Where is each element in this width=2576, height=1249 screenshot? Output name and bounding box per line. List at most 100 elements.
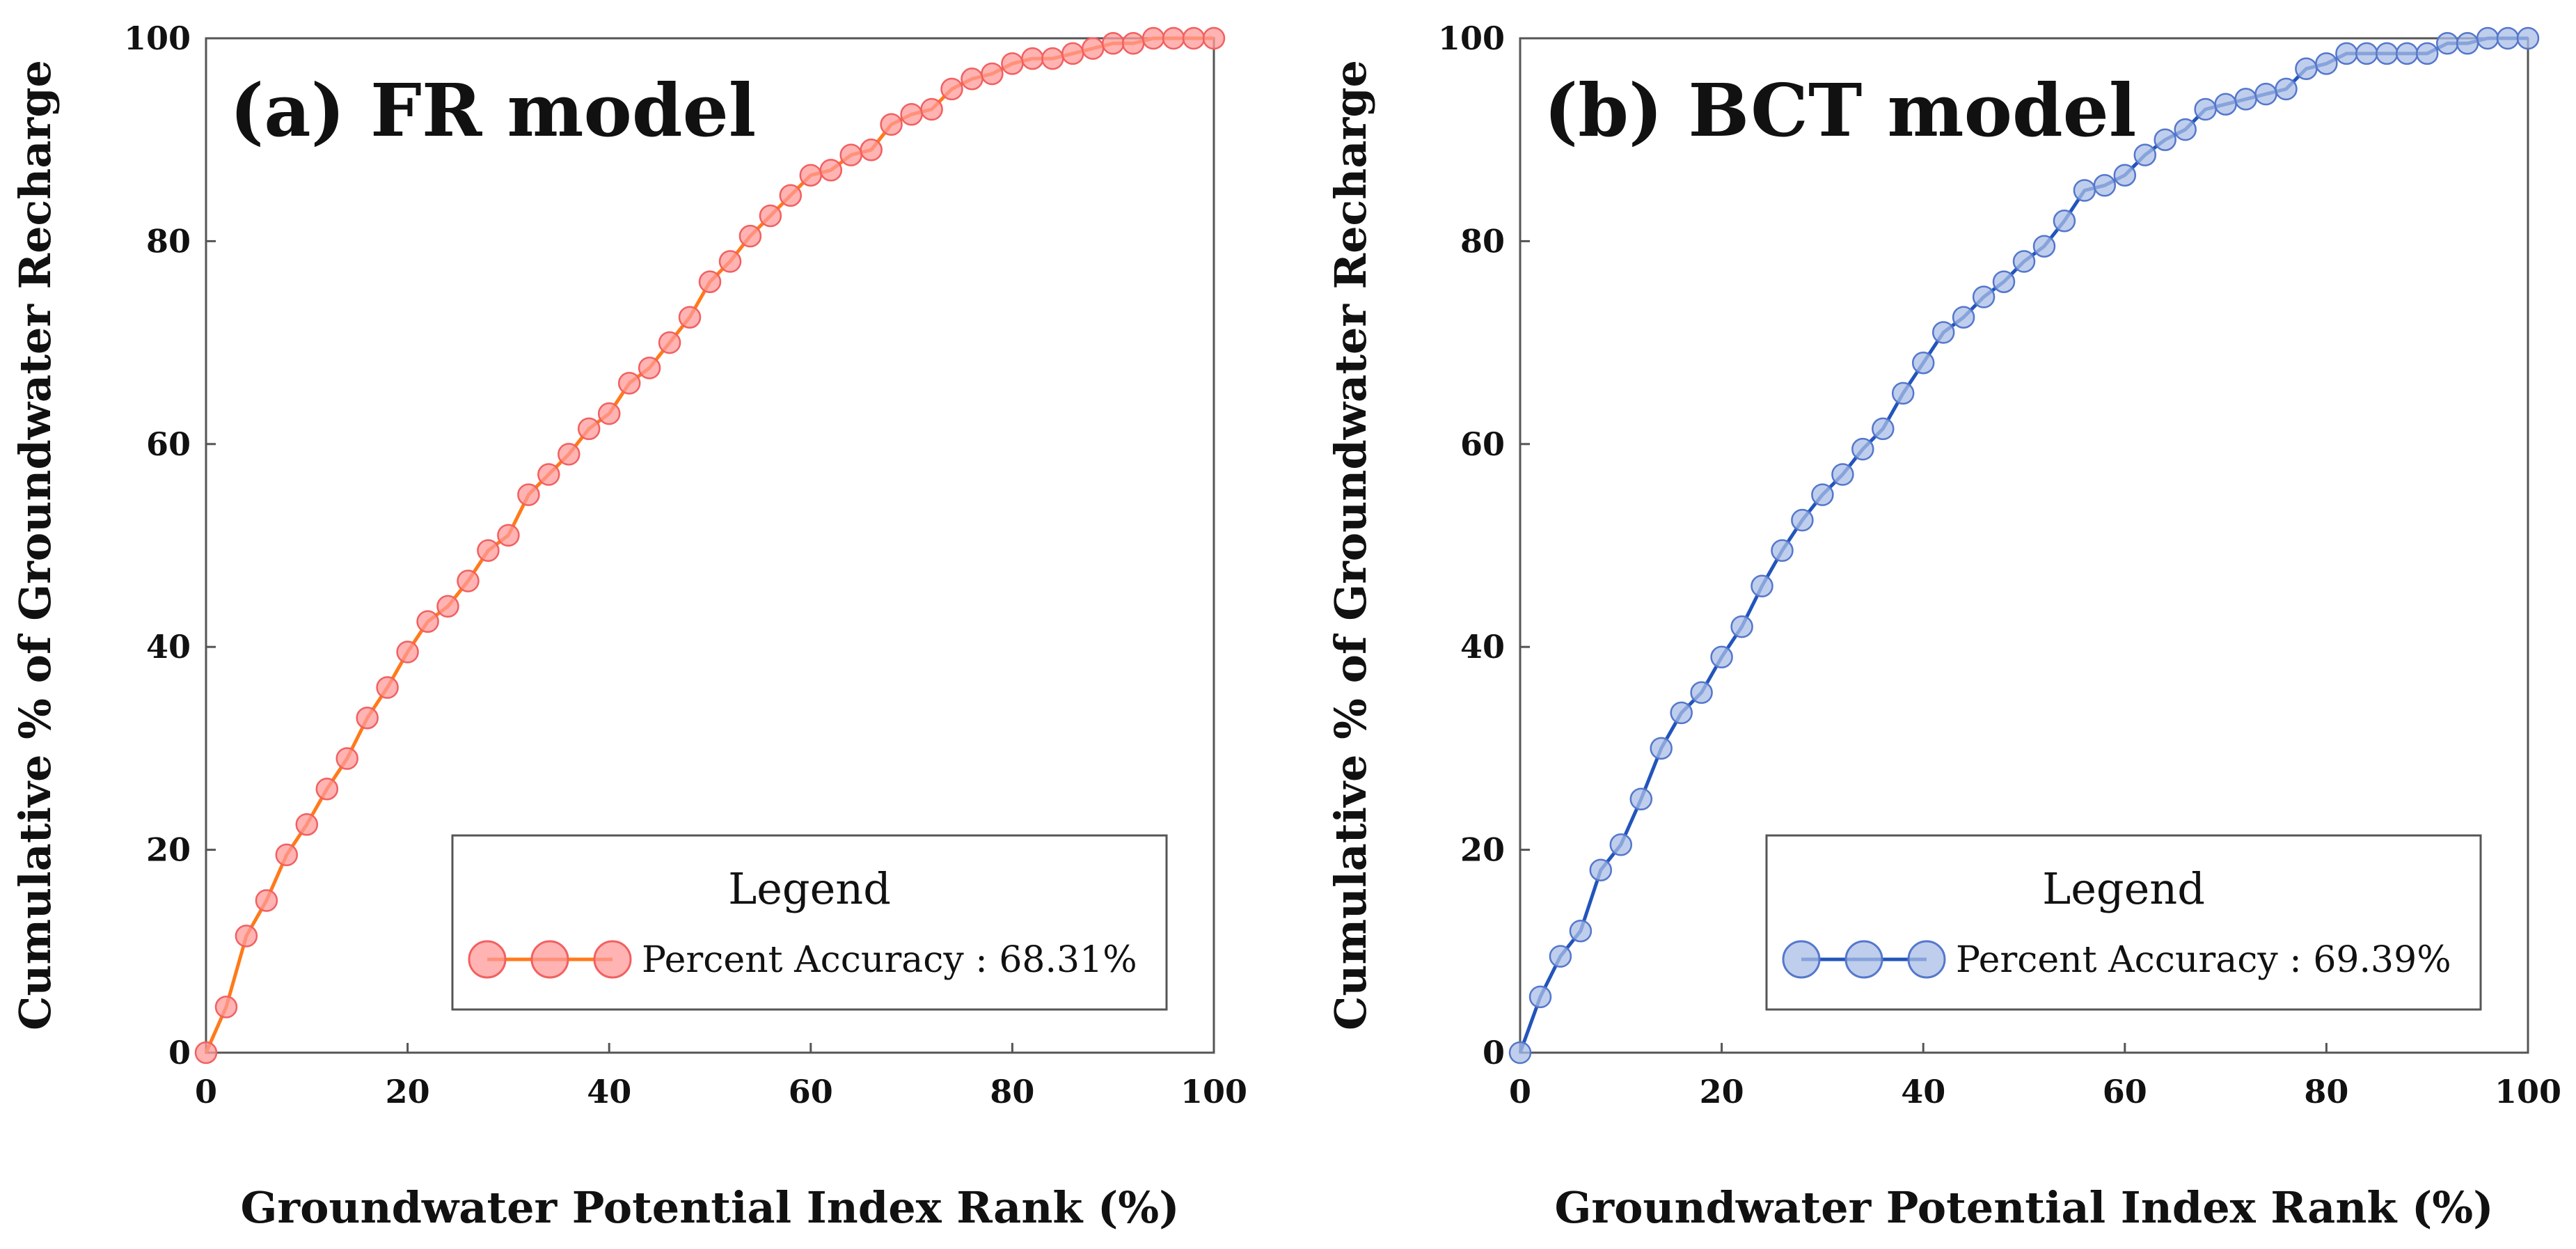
y-tick-label: 60	[146, 425, 191, 463]
data-point	[1528, 985, 1552, 1009]
data-point	[1911, 351, 1935, 375]
data-point	[1202, 26, 1226, 50]
data-point	[2214, 93, 2237, 116]
legend-marker	[468, 940, 507, 979]
data-point	[1650, 737, 1673, 760]
data-point	[1791, 508, 1814, 532]
data-point	[2113, 164, 2137, 187]
y-tick-label: 40	[146, 628, 191, 666]
data-point	[2032, 235, 2056, 258]
data-point	[981, 62, 1004, 86]
legend-box	[1765, 834, 2482, 1011]
data-point	[2456, 32, 2479, 55]
data-point	[1162, 26, 1185, 50]
x-tick-label: 40	[587, 1073, 631, 1110]
data-point	[416, 610, 439, 634]
data-point	[920, 97, 943, 121]
data-point	[779, 184, 803, 207]
data-point	[1629, 787, 1653, 811]
data-point	[2395, 42, 2419, 65]
data-point	[335, 747, 358, 770]
data-point	[2335, 42, 2358, 65]
data-point	[819, 159, 843, 182]
data-point	[2376, 42, 2399, 65]
y-tick-label: 100	[1438, 19, 1505, 57]
data-point	[1690, 681, 1713, 705]
data-point	[2355, 42, 2378, 65]
x-tick-label: 0	[1509, 1073, 1531, 1110]
data-point	[638, 356, 661, 379]
x-tick-label: 20	[1700, 1073, 1744, 1110]
y-tick-label: 20	[1460, 831, 1505, 869]
plot-frame	[1519, 37, 2529, 1054]
legend: Legend Percent Accuracy : 68.31%	[451, 834, 1168, 1011]
data-point	[2174, 118, 2197, 141]
x-axis-title: Groundwater Potential Index Rank (%)	[1554, 1182, 2493, 1233]
panel-fr-model: (a) FR model Groundwater Potential Index…	[10, 19, 1247, 1233]
data-point	[517, 483, 540, 506]
data-point	[2194, 97, 2217, 121]
y-tick-label: 0	[1483, 1034, 1505, 1071]
data-point	[2234, 88, 2257, 111]
data-point	[1931, 321, 1955, 344]
data-point	[2315, 52, 2338, 75]
panel-title: (a) FR model	[230, 68, 756, 153]
data-point	[2476, 26, 2499, 50]
data-point	[1811, 483, 1834, 506]
x-tick-label: 20	[386, 1073, 430, 1110]
x-ticks: 0 20 40 60 80 100	[195, 1043, 1247, 1110]
data-point	[1001, 52, 1024, 75]
data-point	[759, 204, 782, 228]
legend-marker	[1907, 940, 1946, 979]
legend-box	[451, 834, 1168, 1011]
x-tick-label: 80	[2304, 1073, 2348, 1110]
data-point	[617, 372, 641, 395]
data-point	[1141, 26, 1165, 50]
data-point	[1992, 270, 2016, 293]
y-tick-label: 60	[1460, 425, 1505, 463]
data-point	[698, 270, 722, 293]
y-tick-label: 0	[168, 1034, 191, 1071]
data-point	[2435, 32, 2459, 55]
data-point	[1508, 1041, 1532, 1065]
legend: Legend Percent Accuracy : 69.39%	[1765, 834, 2482, 1011]
x-tick-label: 100	[1180, 1073, 1247, 1110]
data-point	[880, 113, 903, 136]
data-point	[1121, 32, 1145, 55]
data-point	[275, 843, 299, 867]
data-point	[1751, 574, 1773, 598]
x-ticks: 0 20 40 60 80 100	[1509, 1043, 2561, 1110]
data-point	[1021, 47, 1044, 70]
data-point	[1081, 37, 1105, 60]
data-point	[1771, 539, 1794, 563]
data-point	[436, 595, 459, 618]
panel-title: (b) BCT model	[1544, 68, 2136, 153]
data-point	[2254, 82, 2277, 106]
data-point	[1891, 382, 1915, 405]
plot-frame	[205, 37, 1215, 1054]
data-point	[1872, 417, 1895, 441]
data-point	[214, 996, 238, 1019]
data-point	[2154, 128, 2176, 151]
y-ticks: 0 20 40 60 80 100	[124, 19, 216, 1071]
data-series	[194, 26, 1226, 1065]
data-point	[2012, 250, 2036, 273]
data-point	[961, 68, 983, 91]
data-point	[2053, 210, 2076, 233]
x-tick-label: 60	[789, 1073, 833, 1110]
data-point	[1182, 26, 1206, 50]
data-point	[718, 250, 742, 273]
data-point	[738, 224, 762, 248]
legend-marker	[593, 940, 632, 979]
data-point	[577, 417, 601, 441]
data-point	[376, 676, 399, 699]
data-point	[2516, 26, 2540, 50]
data-point	[860, 139, 883, 162]
data-point	[658, 331, 681, 354]
data-point	[1831, 463, 1854, 486]
data-point	[457, 569, 480, 592]
y-tick-label: 80	[146, 222, 191, 260]
data-point	[2073, 179, 2096, 202]
